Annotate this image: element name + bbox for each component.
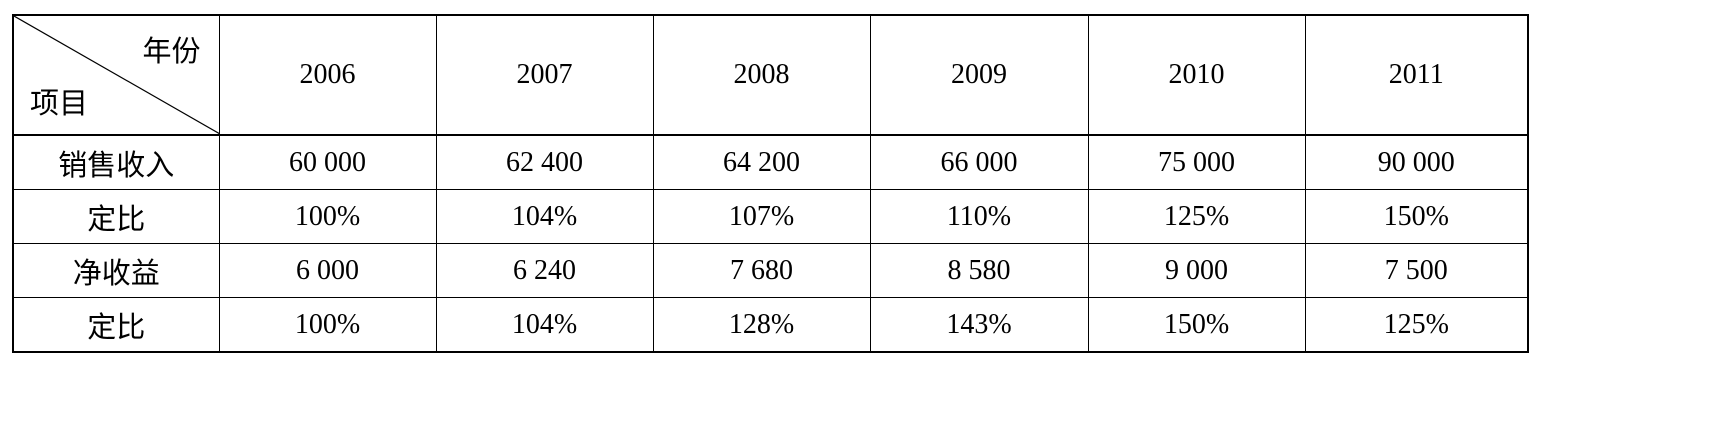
cell: 110% [869, 189, 1089, 244]
cell: 150% [1087, 297, 1306, 353]
cell: 7 500 [1304, 243, 1529, 298]
row-label: 定比 [12, 297, 220, 353]
cell: 104% [435, 297, 654, 353]
cell: 9 000 [1087, 243, 1306, 298]
cell: 90 000 [1304, 134, 1529, 190]
cell: 64 200 [652, 134, 871, 190]
item-header-label: 项目 [30, 88, 89, 120]
table-row: 定比 100% 104% 107% 110% 125% 150% [12, 189, 1529, 244]
cell: 143% [869, 297, 1089, 353]
table-row: 销售收入 60 000 62 400 64 200 66 000 75 000 … [12, 134, 1529, 190]
year-header: 2009 [869, 14, 1089, 136]
cell: 104% [435, 189, 654, 244]
table-row: 定比 100% 104% 128% 143% 150% 125% [12, 297, 1529, 353]
cell: 125% [1304, 297, 1529, 353]
year-header-label: 年份 [142, 36, 201, 68]
cell: 100% [218, 297, 437, 353]
cell: 62 400 [435, 134, 654, 190]
cell: 7 680 [652, 243, 871, 298]
table-row: 净收益 6 000 6 240 7 680 8 580 9 000 7 500 [12, 243, 1529, 298]
cell: 8 580 [869, 243, 1089, 298]
cell: 6 000 [218, 243, 437, 298]
header-row: 年份 项目 2006 2007 2008 2009 2010 2011 [12, 14, 1529, 136]
cell: 75 000 [1087, 134, 1306, 190]
row-label: 定比 [12, 189, 220, 244]
cell: 100% [218, 189, 437, 244]
cell: 150% [1304, 189, 1529, 244]
corner-cell: 年份 项目 [12, 14, 220, 136]
year-header: 2010 [1087, 14, 1306, 136]
cell: 128% [652, 297, 871, 353]
data-table: 年份 项目 2006 2007 2008 2009 2010 2011 销售收入… [12, 14, 1529, 353]
year-header: 2008 [652, 14, 871, 136]
cell: 66 000 [869, 134, 1089, 190]
cell: 6 240 [435, 243, 654, 298]
cell: 60 000 [218, 134, 437, 190]
row-label: 销售收入 [12, 134, 220, 190]
row-label: 净收益 [12, 243, 220, 298]
year-header: 2006 [218, 14, 437, 136]
cell: 107% [652, 189, 871, 244]
diagonal-line [14, 16, 220, 134]
cell: 125% [1087, 189, 1306, 244]
year-header: 2011 [1304, 14, 1529, 136]
year-header: 2007 [435, 14, 654, 136]
